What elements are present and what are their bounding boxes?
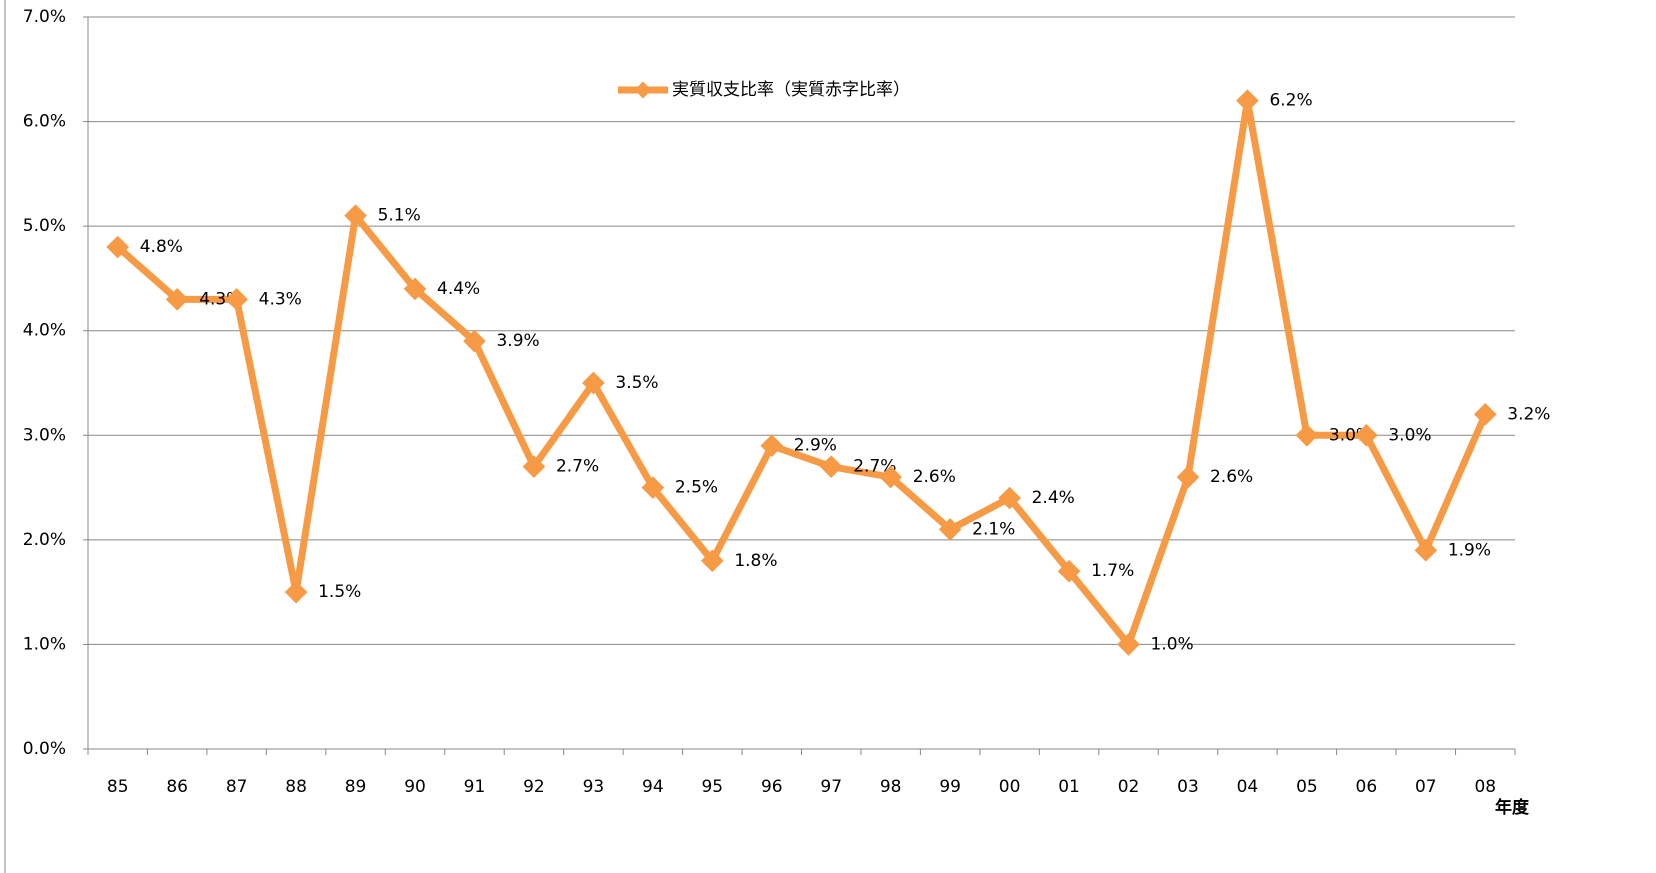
marker <box>641 476 665 499</box>
x-tick-label: 92 <box>523 777 545 797</box>
x-tick-label: 02 <box>1118 777 1140 797</box>
x-tick-label: 99 <box>939 777 961 797</box>
x-tick-label: 03 <box>1177 777 1199 797</box>
y-tick-label: 5.0% <box>23 216 66 236</box>
x-tick-label: 08 <box>1474 777 1496 797</box>
marker <box>403 277 427 301</box>
y-tick-label: 3.0% <box>23 425 66 445</box>
data-label: 2.9% <box>794 436 837 456</box>
data-label: 6.2% <box>1269 91 1312 111</box>
x-tick-label: 85 <box>107 777 129 797</box>
data-label: 2.6% <box>913 467 956 487</box>
data-label: 1.5% <box>318 582 361 602</box>
data-label: 4.4% <box>437 279 480 299</box>
marker <box>1057 559 1081 583</box>
marker <box>1295 423 1319 447</box>
data-label: 4.8% <box>140 237 183 257</box>
marker <box>1355 423 1378 447</box>
data-label: 3.0% <box>1388 425 1431 445</box>
data-label: 3.5% <box>615 373 658 393</box>
marker <box>1176 465 1200 489</box>
data-label: 2.5% <box>675 478 718 498</box>
series-line <box>115 97 1489 648</box>
data-label: 2.4% <box>1032 488 1075 508</box>
marker <box>1414 539 1438 562</box>
marker <box>463 329 486 353</box>
marker <box>1236 89 1259 112</box>
data-label: 1.7% <box>1091 561 1134 581</box>
x-tick-label: 89 <box>345 777 367 797</box>
legend-marker <box>634 81 652 99</box>
marker <box>938 518 962 541</box>
x-tick-label: 06 <box>1356 777 1378 797</box>
y-tick-label: 2.0% <box>23 530 66 550</box>
y-tick-label: 7.0% <box>23 7 66 27</box>
data-label: 5.1% <box>378 206 421 226</box>
marker <box>582 371 605 395</box>
y-tick-label: 4.0% <box>23 321 66 341</box>
y-tick-label: 6.0% <box>23 112 66 132</box>
data-label: 2.7% <box>556 457 599 477</box>
marker <box>284 580 308 604</box>
x-tick-label: 93 <box>583 777 605 797</box>
y-tick-label: 1.0% <box>23 634 66 654</box>
x-tick-label: 94 <box>642 777 664 797</box>
marker <box>1473 403 1497 426</box>
y-tick-label: 0.0% <box>23 739 66 759</box>
x-tick-label: 88 <box>285 777 307 797</box>
x-tick-label: 86 <box>166 777 188 797</box>
marker <box>1117 633 1140 656</box>
x-tick-label: 96 <box>761 777 783 797</box>
data-label: 1.0% <box>1151 634 1194 654</box>
x-tick-label: 91 <box>464 777 486 797</box>
data-label: 4.3% <box>259 289 302 309</box>
x-axis-label: 年度 <box>1495 797 1530 818</box>
x-tick-label: 05 <box>1296 777 1318 797</box>
x-tick-label: 87 <box>226 777 248 797</box>
x-tick-label: 04 <box>1237 777 1259 797</box>
x-tick-label: 90 <box>404 777 426 797</box>
marker <box>106 235 130 259</box>
data-label: 1.9% <box>1448 540 1491 560</box>
x-tick-label: 97 <box>820 777 842 797</box>
x-tick-label: 00 <box>999 777 1021 797</box>
marker <box>998 486 1021 510</box>
data-label: 3.2% <box>1507 404 1550 424</box>
marker <box>760 434 784 458</box>
marker <box>522 455 546 478</box>
data-label: 2.1% <box>972 519 1015 539</box>
marker <box>879 465 903 489</box>
data-label: 3.9% <box>496 331 539 351</box>
legend-label: 実質収支比率（実質赤字比率） <box>672 80 910 100</box>
data-label: 1.8% <box>734 551 777 571</box>
x-tick-label: 07 <box>1415 777 1437 797</box>
marker <box>819 455 843 478</box>
x-tick-label: 95 <box>701 777 723 797</box>
x-tick-label: 01 <box>1058 777 1080 797</box>
x-tick-label: 98 <box>880 777 902 797</box>
data-label: 2.6% <box>1210 467 1253 487</box>
marker <box>700 549 724 573</box>
